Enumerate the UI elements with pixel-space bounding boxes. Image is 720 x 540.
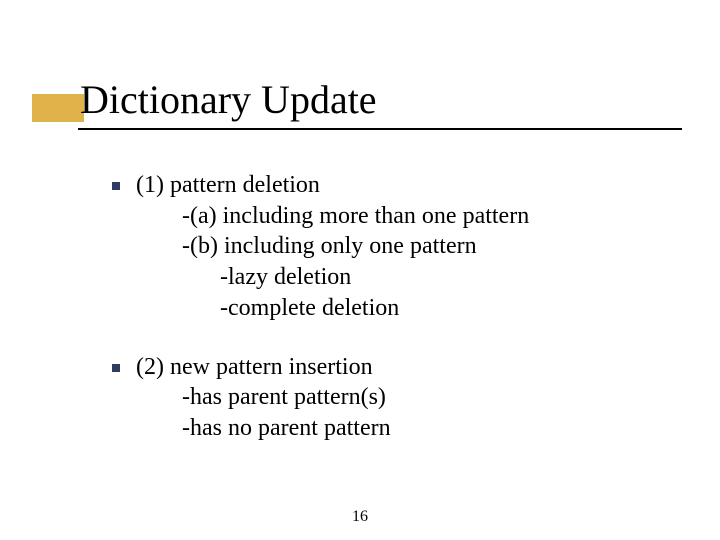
title-underline — [78, 128, 682, 130]
body-content: (1) pattern deletion -(a) including more… — [112, 170, 672, 472]
slide: Dictionary Update (1) pattern deletion -… — [0, 0, 720, 540]
page-number: 16 — [0, 508, 720, 526]
sub-line: -has no parent pattern — [182, 413, 672, 444]
bullet-row: (1) pattern deletion — [112, 170, 672, 201]
bullet-row: (2) new pattern insertion — [112, 352, 672, 383]
sub-line: -(b) including only one pattern — [182, 231, 672, 262]
bullet-head: (1) pattern deletion — [136, 170, 672, 201]
bullet-head: (2) new pattern insertion — [136, 352, 672, 383]
sub-line: -has parent pattern(s) — [182, 382, 672, 413]
accent-box — [32, 94, 84, 122]
square-bullet-icon — [112, 364, 120, 372]
bullet-block: (1) pattern deletion -(a) including more… — [112, 170, 672, 324]
square-bullet-icon — [112, 182, 120, 190]
sub-line: -complete deletion — [220, 293, 672, 324]
sub-line: -lazy deletion — [220, 262, 672, 293]
slide-title: Dictionary Update — [80, 78, 377, 122]
sub-line: -(a) including more than one pattern — [182, 201, 672, 232]
bullet-block: (2) new pattern insertion -has parent pa… — [112, 352, 672, 444]
